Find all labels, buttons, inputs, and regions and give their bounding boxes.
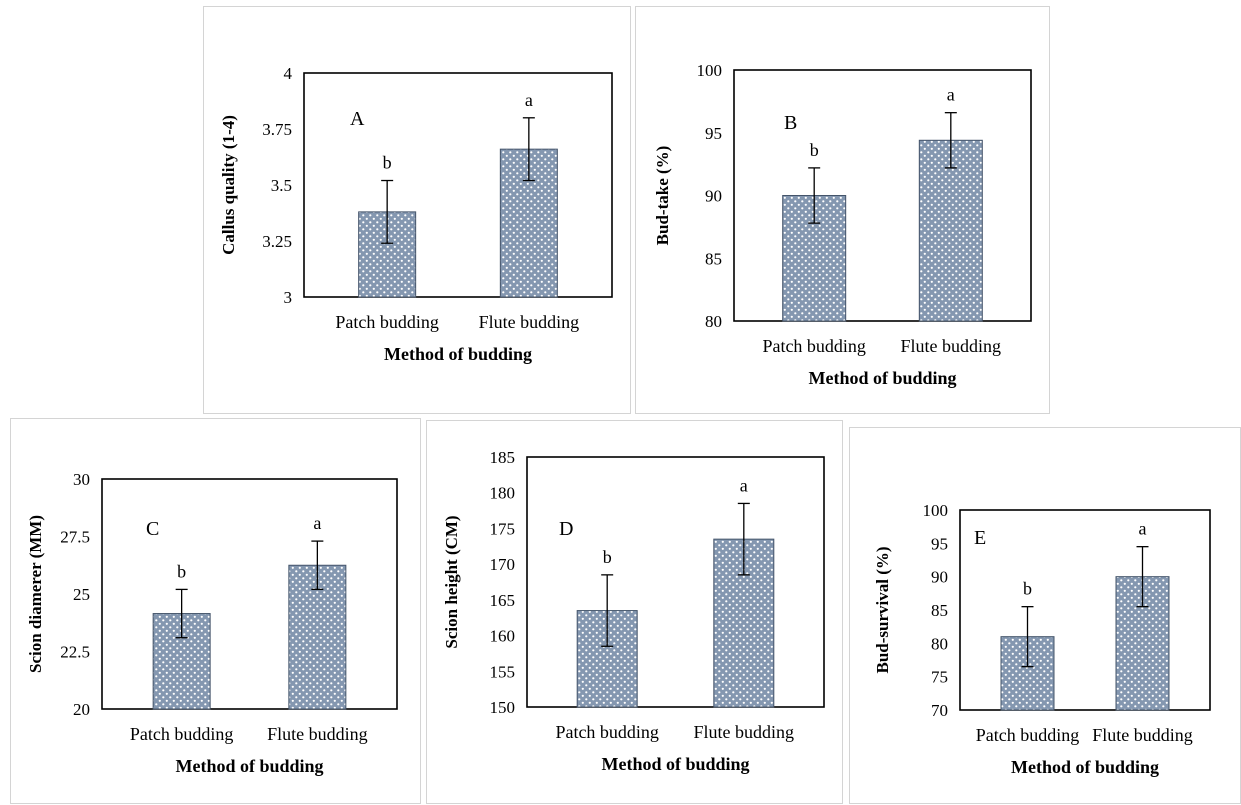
y-tick-label: 150	[490, 698, 516, 717]
y-tick-label: 25	[73, 585, 90, 604]
plot-area-frame	[303, 72, 613, 298]
y-tick-label: 30	[73, 470, 90, 489]
plot-area-frame	[101, 478, 398, 710]
x-category-label: Flute budding	[267, 724, 368, 744]
y-tick-label: 70	[931, 701, 948, 720]
y-tick-label: 3.5	[271, 176, 292, 195]
y-tick-label: 3.75	[262, 120, 292, 139]
y-tick-label: 3.25	[262, 232, 292, 251]
plot-area-frame	[959, 509, 1211, 711]
y-tick-label: 75	[931, 668, 948, 687]
x-axis-title: Method of budding	[601, 754, 749, 774]
significance-letter: b	[603, 547, 612, 567]
x-category-label: Patch budding	[762, 336, 866, 356]
y-tick-label: 100	[697, 61, 723, 80]
x-axis-title: Method of budding	[175, 756, 323, 776]
x-category-label: Flute budding	[694, 722, 795, 742]
y-axis-title: Scion height (CM)	[442, 515, 461, 648]
chart-panel-a: 3 3.25 3.5 3.75 4 b Patch budding a Flute buddin…	[203, 6, 631, 414]
y-tick-label: 80	[705, 312, 722, 331]
significance-letter: b	[1023, 579, 1032, 599]
chart-c-svg: 20 22.5 25 27.5 30 b Patch budding a Flute buddi…	[26, 470, 398, 776]
y-tick-label: 95	[931, 534, 948, 553]
y-tick-label: 155	[490, 662, 516, 681]
significance-letter: a	[525, 90, 533, 110]
x-category-label: Patch budding	[555, 722, 659, 742]
chart-a-svg: 3 3.25 3.5 3.75 4 b Patch budding a Flute buddin…	[219, 64, 613, 364]
y-axis-title: Bud-take (%)	[653, 146, 672, 246]
significance-letter: b	[383, 153, 392, 173]
y-tick-label: 100	[923, 501, 949, 520]
plot-area-frame	[733, 69, 1032, 322]
x-category-label: Patch budding	[335, 312, 439, 332]
x-axis-title: Method of budding	[1011, 757, 1159, 777]
significance-letter: b	[177, 561, 186, 581]
chart-panel-e: 70 75 80 85 90 95 100 b Patch budding a Flute budd…	[849, 427, 1241, 804]
y-axis-title: Callus quality (1-4)	[219, 115, 238, 255]
panel-letter: A	[350, 108, 365, 130]
y-tick-label: 27.5	[60, 528, 90, 547]
chart-b-svg: 80 85 90 95 100 b Patch budding a Flute budding B…	[653, 61, 1032, 388]
panel-letter: E	[974, 527, 986, 549]
y-tick-label: 80	[931, 634, 948, 653]
y-tick-label: 85	[931, 601, 948, 620]
chart-panel-c: 20 22.5 25 27.5 30 b Patch budding a Flute buddi…	[10, 418, 421, 804]
y-tick-label: 180	[490, 484, 516, 503]
x-category-label: Flute budding	[1092, 725, 1193, 745]
significance-letter: a	[1139, 519, 1147, 539]
chart-panel-b: 80 85 90 95 100 b Patch budding a Flute budding B…	[635, 6, 1050, 414]
y-tick-label: 3	[284, 288, 293, 307]
significance-letter: a	[947, 85, 955, 105]
y-tick-label: 85	[705, 249, 722, 268]
y-tick-label: 22.5	[60, 643, 90, 662]
y-tick-label: 4	[284, 64, 293, 83]
y-axis-title: Bud-survival (%)	[873, 546, 892, 673]
panel-letter: C	[146, 518, 159, 540]
y-tick-label: 20	[73, 700, 90, 719]
panel-letter: B	[784, 112, 797, 134]
y-tick-label: 185	[490, 448, 516, 467]
panel-letter: D	[559, 518, 573, 540]
y-tick-label: 90	[931, 568, 948, 587]
x-axis-title: Method of budding	[384, 344, 532, 364]
y-tick-label: 170	[490, 555, 516, 574]
y-tick-label: 160	[490, 627, 516, 646]
y-tick-label: 175	[490, 519, 516, 538]
y-axis-title: Scion diamerer (MM)	[26, 515, 45, 673]
y-tick-label: 165	[490, 591, 516, 610]
significance-letter: b	[810, 140, 819, 160]
bar-flute	[918, 139, 983, 322]
plot-area-frame	[526, 456, 825, 708]
chart-panel-d: 150 155 160 165 170 175 180 185 b Patch budding a F…	[426, 420, 843, 804]
y-tick-label: 90	[705, 187, 722, 206]
significance-letter: a	[740, 475, 748, 495]
x-category-label: Patch budding	[130, 724, 234, 744]
chart-d-svg: 150 155 160 165 170 175 180 185 b Patch budding a F…	[442, 448, 825, 774]
x-category-label: Flute budding	[479, 312, 580, 332]
x-category-label: Flute budding	[901, 336, 1002, 356]
y-tick-label: 95	[705, 124, 722, 143]
x-category-label: Patch budding	[976, 725, 1080, 745]
x-axis-title: Method of budding	[808, 368, 956, 388]
chart-e-svg: 70 75 80 85 90 95 100 b Patch budding a Flute budd…	[873, 501, 1211, 777]
significance-letter: a	[313, 513, 321, 533]
